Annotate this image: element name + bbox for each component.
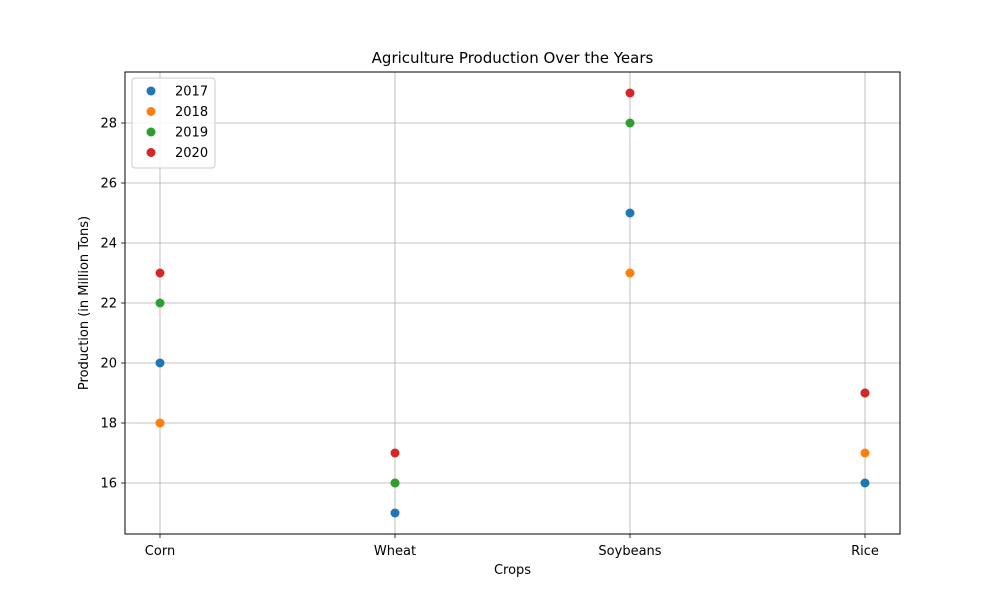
y-tick-label: 16 <box>100 477 117 492</box>
x-tick-label: Wheat <box>374 544 416 559</box>
data-point-2019-wheat <box>390 478 400 488</box>
data-point-2018-corn <box>155 418 165 428</box>
y-tick-label: 22 <box>100 297 117 312</box>
data-point-2019-soybeans <box>625 118 635 128</box>
data-point-2020-wheat <box>390 448 400 458</box>
x-tick-label: Rice <box>851 544 879 559</box>
legend-label: 2020 <box>175 146 208 161</box>
data-points <box>155 88 870 518</box>
legend: 2017 2018 2019 2020 <box>131 77 216 169</box>
data-point-2020-soybeans <box>625 88 635 98</box>
legend-label: 2018 <box>175 105 208 120</box>
legend-marker <box>146 86 156 96</box>
grid-lines <box>125 72 900 534</box>
data-point-2018-soybeans <box>625 268 635 278</box>
data-point-2019-corn <box>155 298 165 308</box>
legend-box <box>131 77 216 169</box>
y-tick-label: 18 <box>100 417 117 432</box>
legend-marker <box>146 148 156 157</box>
x-tick-label: Corn <box>145 544 175 559</box>
data-point-2020-rice <box>860 388 870 398</box>
legend-label: 2017 <box>175 85 208 100</box>
y-tick-label: 28 <box>100 117 117 132</box>
data-point-2017-corn <box>155 358 165 368</box>
x-tick-label: Soybeans <box>598 544 661 559</box>
legend-label: 2019 <box>175 126 208 141</box>
y-axis-label: Production (in Million Tons) <box>77 216 92 390</box>
x-axis-label: Crops <box>494 563 531 578</box>
legend-marker <box>146 127 156 137</box>
y-tick-label: 24 <box>100 237 117 252</box>
data-point-2017-rice <box>860 478 870 488</box>
data-point-2017-soybeans <box>625 208 635 218</box>
data-point-2020-corn <box>155 268 165 278</box>
y-tick-label: 20 <box>100 357 117 372</box>
data-point-2018-rice <box>860 448 870 458</box>
chart-title: Agriculture Production Over the Years <box>372 49 654 67</box>
y-tick-label: 26 <box>100 177 117 192</box>
legend-marker <box>146 107 156 116</box>
axis-ticks: Corn Wheat Soybeans Rice 16 18 20 22 24 26 28 <box>100 117 878 560</box>
data-point-2017-wheat <box>390 508 400 518</box>
